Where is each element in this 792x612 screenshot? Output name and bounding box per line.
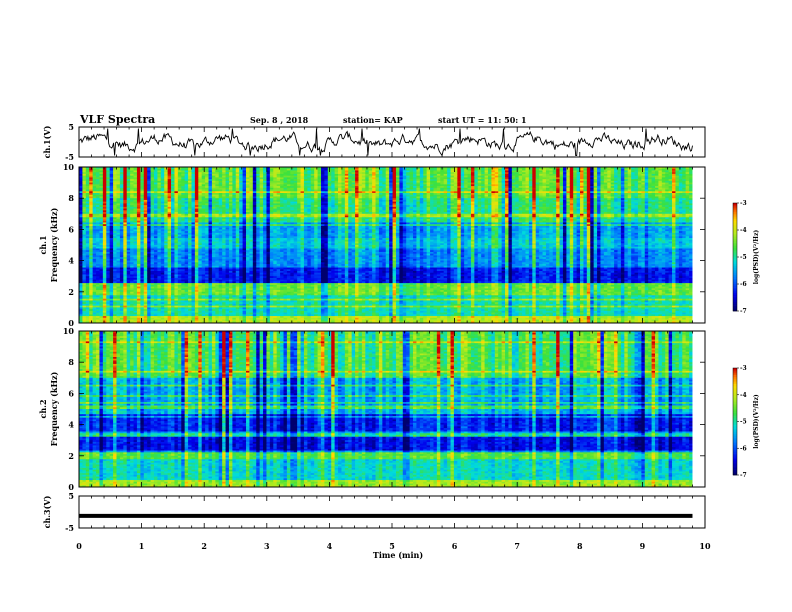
ch1-spec-cells: [79, 167, 693, 323]
vlf-figure: VLF Spectra Sep. 8 , 2018 station= KAP s…: [0, 0, 792, 612]
figure-title: VLF Spectra: [79, 113, 155, 126]
ch1-wave-ylabel: ch.1(V): [42, 125, 52, 158]
ch1-wave-series-line: [79, 129, 693, 156]
ch1-waveform-panel: 5 -5 ch.1(V): [42, 122, 705, 162]
ch1-wave-ytick-label: -5: [65, 152, 74, 162]
ch1-wave-ytick-label: 5: [68, 122, 74, 132]
station-label: station= KAP: [343, 115, 403, 125]
date-label: Sep. 8 , 2018: [250, 115, 309, 125]
start-time-label: start UT = 11: 50: 1: [438, 115, 527, 125]
